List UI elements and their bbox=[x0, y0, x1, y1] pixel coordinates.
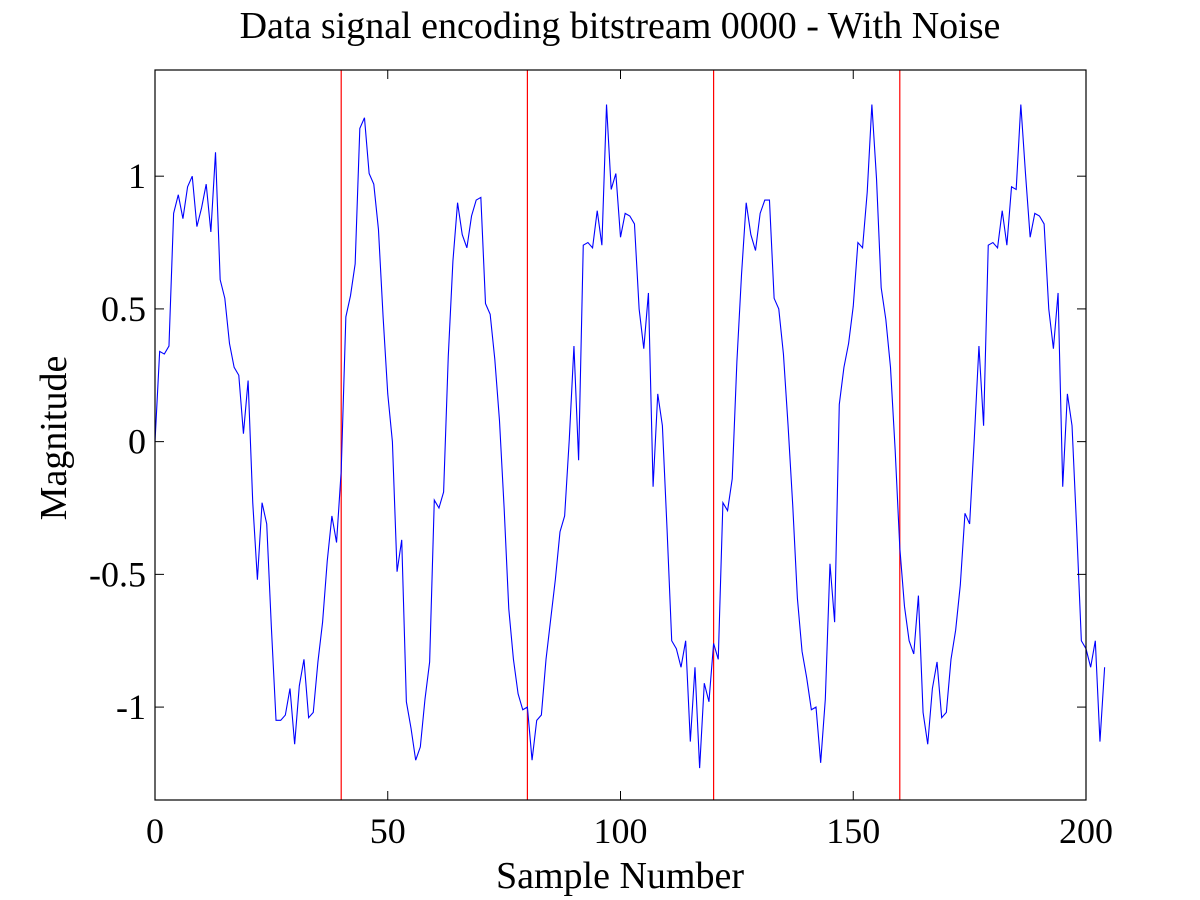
y-axis-label: Magnitude bbox=[33, 356, 75, 521]
x-axis-tick-labels: 0 50 100 150 200 bbox=[146, 811, 1113, 851]
y-tick-label: 0 bbox=[128, 422, 146, 462]
y-tick-label: 1 bbox=[128, 156, 146, 196]
y-tick-label: -1 bbox=[116, 687, 146, 727]
x-axis-label: Sample Number bbox=[496, 855, 744, 897]
x-tick-label: 50 bbox=[370, 811, 406, 851]
x-tick-label: 150 bbox=[826, 811, 880, 851]
y-tick-label: -0.5 bbox=[89, 554, 146, 594]
chart-title: Data signal encoding bitstream 0000 - Wi… bbox=[240, 5, 1001, 47]
y-axis-tick-labels: 1 0.5 0 -0.5 -1 bbox=[89, 156, 146, 727]
signal-series-line bbox=[154, 104, 1106, 769]
y-tick-label: 0.5 bbox=[101, 289, 146, 329]
axis-ticks bbox=[154, 70, 1087, 800]
bit-boundary-lines bbox=[340, 70, 901, 800]
x-tick-label: 200 bbox=[1059, 811, 1113, 851]
plot-background bbox=[155, 70, 1086, 800]
x-tick-label: 100 bbox=[594, 811, 648, 851]
x-tick-label: 0 bbox=[146, 811, 164, 851]
